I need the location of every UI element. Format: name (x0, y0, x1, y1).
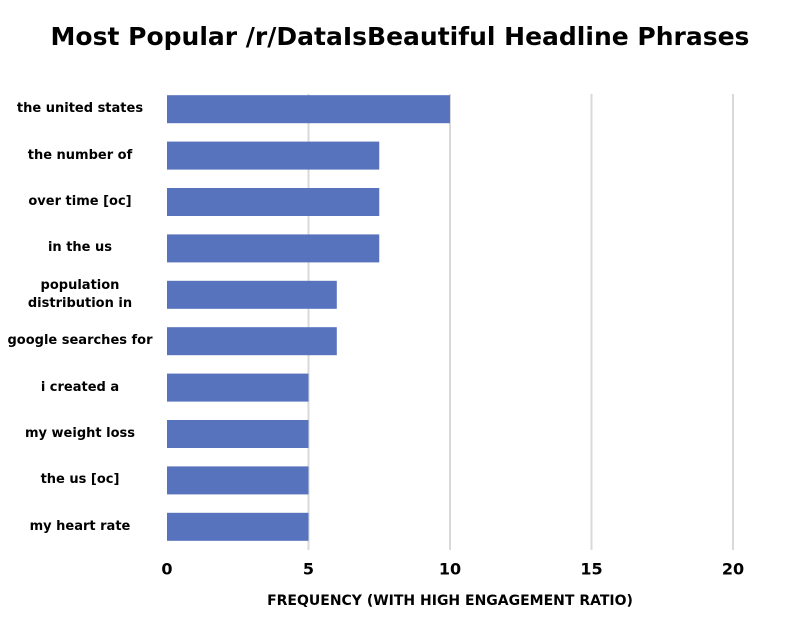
x-tick-label: 0 (161, 560, 172, 579)
y-tick-label: i created a (40, 379, 120, 395)
bar (167, 95, 450, 124)
x-tick-label: 10 (439, 560, 461, 579)
y-tick-label: my weight loss (25, 426, 135, 441)
bar (167, 512, 309, 541)
y-tick-label: in the us (47, 240, 113, 256)
y-tick-label: the number of (27, 147, 133, 163)
chart-title: Most Popular /r/DataIsBeautiful Headline… (51, 22, 750, 51)
y-tick-label: population distribution in (27, 277, 133, 311)
bar (167, 420, 309, 448)
bar (167, 188, 380, 216)
bar (167, 280, 337, 309)
x-tick-label: 5 (303, 560, 314, 579)
y-tick-label: the us [oc] (40, 472, 120, 488)
bar (167, 234, 380, 263)
bar (167, 327, 337, 356)
y-tick-label: the united states (16, 101, 144, 117)
y-tick-label: google searches for (7, 333, 153, 349)
x-tick-label: 15 (580, 560, 602, 579)
y-tick-label: my heart rate (29, 518, 131, 534)
x-axis-title: FREQUENCY (WITH HIGH ENGAGEMENT RATIO) (267, 593, 633, 609)
x-tick-label: 20 (722, 560, 744, 579)
bar (167, 141, 380, 170)
y-tick-label: over time [oc] (28, 194, 132, 209)
bar (167, 373, 309, 402)
bar (167, 466, 309, 495)
